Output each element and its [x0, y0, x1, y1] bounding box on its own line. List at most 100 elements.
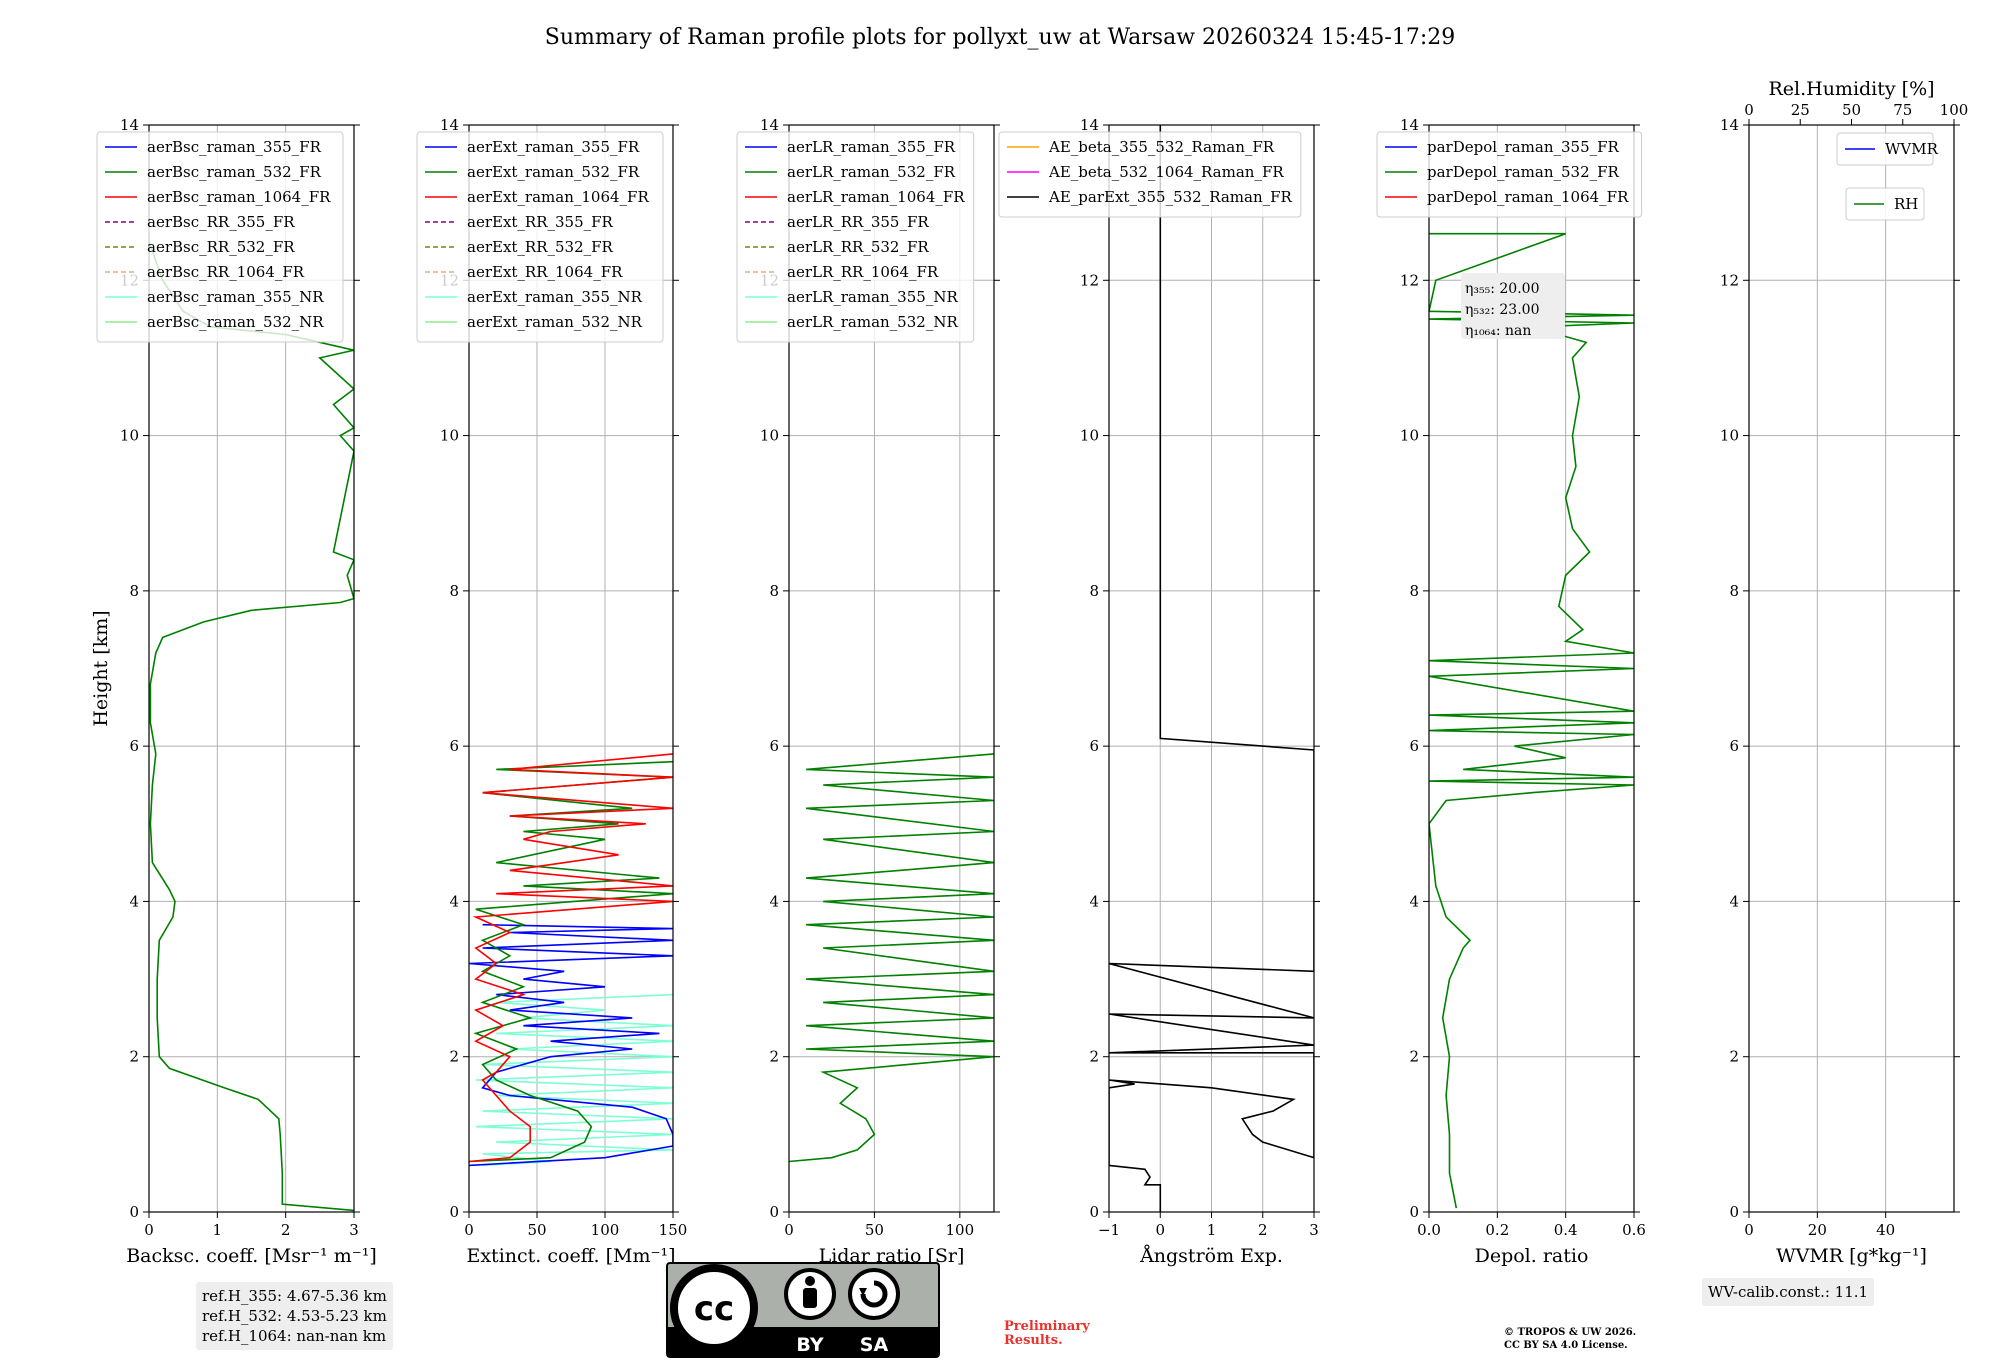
x-tick-label: 100 [591, 1221, 620, 1239]
x-tick-label: 0.0 [1417, 1221, 1441, 1239]
y-tick-label: 2 [1729, 1048, 1739, 1066]
x-tick-label: 50 [865, 1221, 884, 1239]
x2-axis-label: Rel.Humidity [%] [1768, 78, 1934, 100]
y-tick-label: 0 [769, 1203, 779, 1221]
y-tick-label: 0 [1729, 1203, 1739, 1221]
axes-frame [1428, 124, 1635, 1213]
copyright-line-2: CC BY SA 4.0 License. [1504, 1340, 1628, 1351]
y-tick-label: 10 [120, 427, 139, 445]
legend-label: aerLR_raman_355_NR [787, 288, 958, 306]
x-tick-label: −1 [1098, 1221, 1120, 1239]
legend-label: AE_parExt_355_532_Raman_FR [1048, 188, 1293, 206]
x2-tick-label: 0 [1744, 101, 1754, 119]
y-tick-label: 8 [1089, 582, 1099, 600]
x-axis-label: Extinct. coeff. [Mm⁻¹] [466, 1245, 675, 1267]
annotation-text: η₃₅₅: 20.00 [1465, 281, 1539, 297]
y-tick-label: 6 [1409, 737, 1419, 755]
y-tick-label: 4 [1729, 892, 1739, 910]
y-tick-label: 10 [1080, 427, 1099, 445]
y-tick-label: 4 [449, 892, 459, 910]
figure-title: Summary of Raman profile plots for polly… [545, 25, 1455, 50]
y-tick-label: 2 [769, 1048, 779, 1066]
panel-extinction: 05010015002468101214Extinct. coeff. [Mm⁻… [416, 116, 688, 1267]
y-tick-label: 12 [1400, 271, 1419, 289]
y-tick-label: 0 [129, 1203, 139, 1221]
y-tick-label: 10 [760, 427, 779, 445]
x-tick-label: 20 [1808, 1221, 1827, 1239]
y-tick-label: 4 [129, 892, 139, 910]
y-tick-label: 8 [449, 582, 459, 600]
legend-label: aerBsc_raman_532_FR [147, 163, 322, 181]
cc-icon: cc [670, 1264, 758, 1352]
series-aerExt_raman_1064_FR [469, 753, 673, 1163]
y-tick-label: 2 [1409, 1048, 1419, 1066]
legend-label: aerExt_raman_1064_FR [467, 188, 649, 206]
x-tick-label: 2 [281, 1221, 291, 1239]
x-tick-label: 0 [1155, 1221, 1165, 1239]
x2-tick-label: 75 [1893, 101, 1912, 119]
legend-label: aerExt_raman_532_NR [467, 313, 643, 331]
legend-box [1376, 131, 1643, 218]
legend-label: aerBsc_raman_355_NR [147, 288, 324, 306]
x-tick-label: 40 [1876, 1221, 1895, 1239]
panel-backscatter: 012302468101214Backsc. coeff. [Msr⁻¹ m⁻¹… [90, 116, 377, 1267]
x2-tick-label: 100 [1940, 101, 1969, 119]
x-tick-label: 1 [213, 1221, 223, 1239]
legend-label: aerExt_RR_1064_FR [467, 263, 623, 281]
y-tick-label: 6 [769, 737, 779, 755]
y-tick-label: 14 [120, 116, 139, 134]
x-tick-label: 50 [527, 1221, 546, 1239]
y-tick-label: 6 [1089, 737, 1099, 755]
y-tick-label: 14 [760, 116, 779, 134]
legend-label: WVMR [1885, 140, 1939, 158]
y-tick-label: 12 [1720, 271, 1739, 289]
legend-box [416, 131, 664, 343]
ref-height-532: ref.H_532: 4.53-5.23 km [202, 1307, 387, 1325]
x2-tick-label: 50 [1842, 101, 1861, 119]
cc-badge-text: cc [694, 1289, 734, 1329]
legend-box [998, 131, 1302, 218]
y-tick-label: 14 [440, 116, 459, 134]
legend-label: aerLR_raman_1064_FR [787, 188, 965, 206]
copyright-note: © TROPOS & UW 2026. CC BY SA 4.0 License… [1504, 1326, 1636, 1352]
legend-label: aerLR_raman_355_FR [787, 138, 956, 156]
y-tick-label: 4 [1409, 892, 1419, 910]
y-tick-label: 6 [449, 737, 459, 755]
wv-calibration-box: WV-calib.const.: 11.1 [1702, 1278, 1875, 1306]
y-tick-label: 0 [1409, 1203, 1419, 1221]
x-tick-label: 150 [659, 1221, 688, 1239]
legend-box [1836, 132, 1934, 166]
legend-box [736, 131, 975, 343]
legend-label: aerExt_raman_532_FR [467, 163, 640, 181]
y-tick-label: 14 [1080, 116, 1099, 134]
legend-label: aerExt_raman_355_NR [467, 288, 643, 306]
panel-wvmr: 0 20 40 0 2 4 6 8 10 12 14 WVMR [g*kg⁻¹] 0 25 50 75 100 R… [1720, 78, 1968, 1267]
legend-label: aerBsc_RR_532_FR [147, 238, 295, 256]
y-tick-label: 6 [129, 737, 139, 755]
ref-height-355: ref.H_355: 4.67-5.36 km [202, 1287, 387, 1305]
legend-label: aerBsc_RR_355_FR [147, 213, 295, 231]
y-tick-label: 12 [1080, 271, 1099, 289]
legend-label: parDepol_raman_532_FR [1427, 163, 1620, 181]
y-tick-label: 10 [1400, 427, 1419, 445]
x-tick-label: 2 [1258, 1221, 1268, 1239]
x-tick-label: 100 [946, 1221, 975, 1239]
series-parDepol_raman_532_FR [1429, 232, 1634, 1209]
cc-by-label: BY [796, 1334, 823, 1356]
reference-height-box: ref.H_355: 4.67-5.36 km ref.H_532: 4.53-… [196, 1282, 393, 1350]
legend-label: AE_beta_355_532_Raman_FR [1048, 138, 1275, 156]
y-axis-label: Height [km] [90, 610, 112, 726]
series-aerExt_raman_355_FR [469, 923, 673, 1167]
y-tick-label: 8 [769, 582, 779, 600]
x2-tick-label: 25 [1791, 101, 1810, 119]
y-tick-label: 8 [1729, 582, 1739, 600]
x-axis-label: WVMR [g*kg⁻¹] [1776, 1245, 1927, 1267]
preliminary-line-1: Preliminary [1004, 1319, 1090, 1334]
x-tick-label: 3 [349, 1221, 359, 1239]
legend-box [1845, 187, 1925, 221]
legend-label: aerLR_RR_532_FR [787, 238, 929, 256]
axes-frame [788, 124, 995, 1213]
x-axis-label: Backsc. coeff. [Msr⁻¹ m⁻¹] [126, 1245, 377, 1267]
legend-label: aerBsc_raman_355_FR [147, 138, 322, 156]
legend-label: aerExt_RR_355_FR [467, 213, 614, 231]
